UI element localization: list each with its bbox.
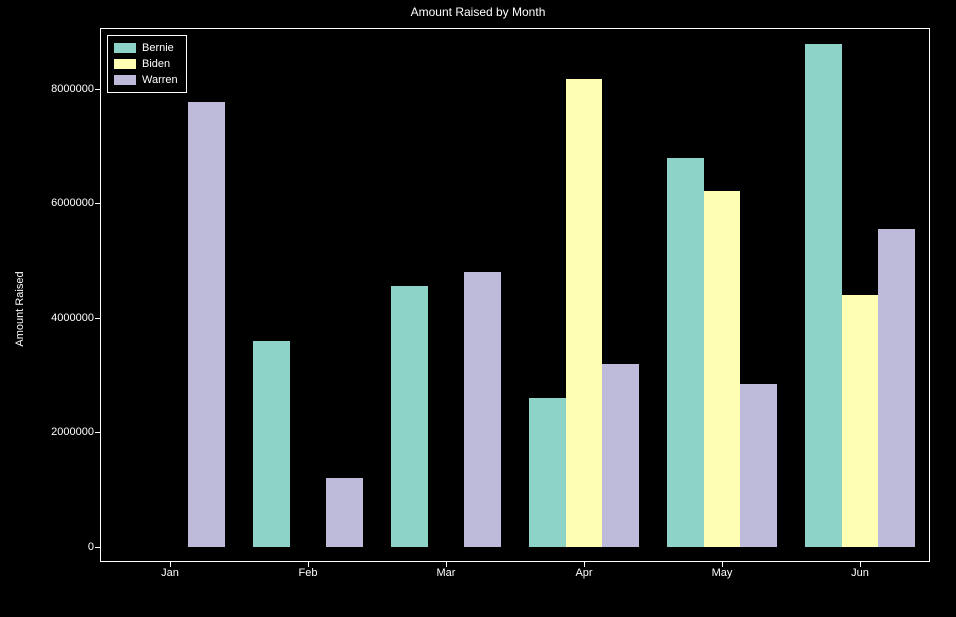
y-tick-label: 8000000	[14, 83, 94, 95]
y-tick-mark	[95, 547, 100, 548]
plot-area: Bernie Biden Warren	[100, 28, 930, 562]
legend: Bernie Biden Warren	[107, 35, 187, 93]
x-tick-label: Jun	[851, 567, 869, 579]
y-tick-label: 2000000	[14, 426, 94, 438]
bar-biden	[704, 191, 741, 547]
bar-warren	[602, 364, 639, 547]
legend-swatch	[114, 59, 136, 69]
x-tick-mark	[446, 562, 447, 567]
bar-bernie	[805, 44, 842, 546]
bar-warren	[326, 478, 363, 547]
x-tick-mark	[860, 562, 861, 567]
x-tick-label: Jan	[161, 567, 179, 579]
bar-warren	[188, 102, 225, 547]
chart-container: Amount Raised by Month Amount Raised Ber…	[0, 0, 956, 617]
legend-label: Warren	[142, 74, 178, 86]
bar-biden	[842, 295, 879, 547]
chart-title: Amount Raised by Month	[0, 5, 956, 19]
x-tick-mark	[308, 562, 309, 567]
bar-biden	[566, 79, 603, 547]
y-tick-label: 6000000	[14, 197, 94, 209]
bar-warren	[464, 272, 501, 547]
legend-item: Bernie	[114, 40, 178, 56]
y-tick-label: 0	[14, 541, 94, 553]
bar-warren	[740, 384, 777, 547]
x-tick-label: Apr	[575, 567, 592, 579]
bar-bernie	[253, 341, 290, 547]
y-axis-label: Amount Raised	[14, 271, 26, 346]
y-tick-mark	[95, 89, 100, 90]
x-tick-label: Mar	[437, 567, 456, 579]
x-tick-mark	[722, 562, 723, 567]
y-tick-mark	[95, 203, 100, 204]
x-tick-label: May	[712, 567, 733, 579]
legend-swatch	[114, 75, 136, 85]
legend-item: Warren	[114, 72, 178, 88]
bar-bernie	[391, 286, 428, 546]
x-tick-label: Feb	[299, 567, 318, 579]
x-tick-mark	[584, 562, 585, 567]
y-tick-mark	[95, 432, 100, 433]
bar-bernie	[529, 398, 566, 547]
legend-item: Biden	[114, 56, 178, 72]
x-tick-mark	[170, 562, 171, 567]
legend-swatch	[114, 43, 136, 53]
bar-bernie	[667, 158, 704, 547]
y-tick-mark	[95, 318, 100, 319]
legend-label: Biden	[142, 58, 170, 70]
legend-label: Bernie	[142, 42, 174, 54]
bar-warren	[878, 229, 915, 546]
y-tick-label: 4000000	[14, 312, 94, 324]
